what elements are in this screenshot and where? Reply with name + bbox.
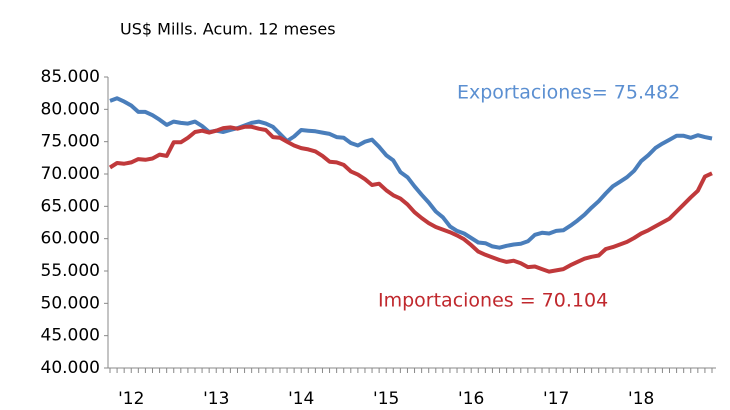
y-tick-label: 85.000 bbox=[41, 67, 100, 87]
x-tick-label: '16 bbox=[458, 389, 484, 409]
y-tick-label: 55.000 bbox=[41, 261, 100, 281]
chart-subtitle: US$ Mills. Acum. 12 meses bbox=[120, 20, 336, 39]
x-tick-label: '13 bbox=[203, 389, 229, 409]
series-line bbox=[109, 96, 713, 250]
x-tick-label: '15 bbox=[373, 389, 399, 409]
x-tick-label: '14 bbox=[288, 389, 314, 409]
series-line bbox=[108, 124, 713, 274]
y-tick-label: 75.000 bbox=[41, 132, 100, 152]
y-tick-label: 50.000 bbox=[41, 293, 100, 313]
annotation: Exportaciones= 75.482 bbox=[457, 82, 680, 104]
y-tick-label: 70.000 bbox=[41, 164, 100, 184]
x-tick-label: '12 bbox=[118, 389, 144, 409]
y-tick-label: 65.000 bbox=[41, 196, 100, 216]
y-tick-label: 40.000 bbox=[41, 358, 100, 378]
annotation: Importaciones = 70.104 bbox=[378, 290, 608, 312]
y-tick-label: 45.000 bbox=[41, 326, 100, 346]
x-tick-label: '18 bbox=[628, 389, 654, 409]
y-tick-label: 80.000 bbox=[41, 99, 100, 119]
x-tick-label: '17 bbox=[543, 389, 569, 409]
y-tick-label: 60.000 bbox=[41, 229, 100, 249]
